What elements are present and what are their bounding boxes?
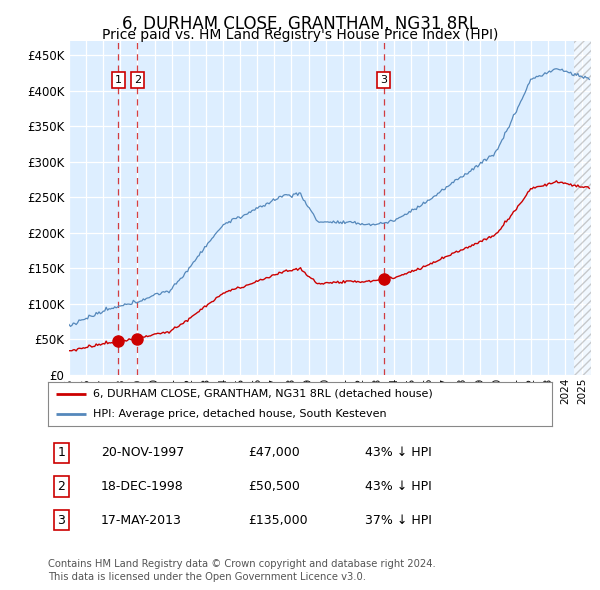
- Text: 1: 1: [115, 76, 122, 86]
- Text: Contains HM Land Registry data © Crown copyright and database right 2024.: Contains HM Land Registry data © Crown c…: [48, 559, 436, 569]
- Text: 6, DURHAM CLOSE, GRANTHAM, NG31 8RL (detached house): 6, DURHAM CLOSE, GRANTHAM, NG31 8RL (det…: [94, 389, 433, 399]
- Text: 18-DEC-1998: 18-DEC-1998: [101, 480, 184, 493]
- Text: This data is licensed under the Open Government Licence v3.0.: This data is licensed under the Open Gov…: [48, 572, 366, 582]
- Text: 17-MAY-2013: 17-MAY-2013: [101, 514, 182, 527]
- Text: 20-NOV-1997: 20-NOV-1997: [101, 447, 184, 460]
- Text: HPI: Average price, detached house, South Kesteven: HPI: Average price, detached house, Sout…: [94, 409, 387, 419]
- Text: 2: 2: [134, 76, 141, 86]
- Text: 6, DURHAM CLOSE, GRANTHAM, NG31 8RL: 6, DURHAM CLOSE, GRANTHAM, NG31 8RL: [122, 15, 478, 33]
- Text: £50,500: £50,500: [248, 480, 301, 493]
- Text: £47,000: £47,000: [248, 447, 301, 460]
- Text: £135,000: £135,000: [248, 514, 308, 527]
- Text: 2: 2: [57, 480, 65, 493]
- Text: 37% ↓ HPI: 37% ↓ HPI: [365, 514, 431, 527]
- Text: 3: 3: [57, 514, 65, 527]
- Bar: [574, 41, 591, 375]
- Text: 1: 1: [57, 447, 65, 460]
- Text: 43% ↓ HPI: 43% ↓ HPI: [365, 480, 431, 493]
- Text: 43% ↓ HPI: 43% ↓ HPI: [365, 447, 431, 460]
- Text: Price paid vs. HM Land Registry's House Price Index (HPI): Price paid vs. HM Land Registry's House …: [102, 28, 498, 42]
- Text: 3: 3: [380, 76, 387, 86]
